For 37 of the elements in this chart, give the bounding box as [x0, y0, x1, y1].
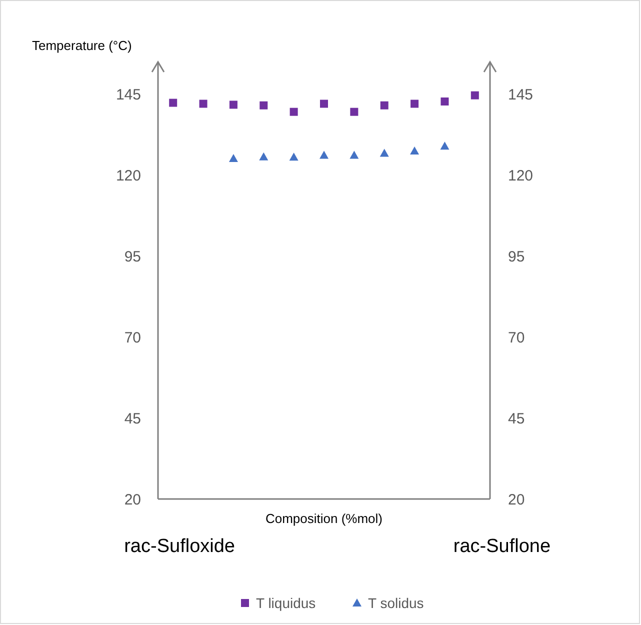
point [290, 108, 298, 116]
point [440, 142, 450, 150]
point [350, 108, 358, 116]
legend-label: T liquidus [256, 594, 316, 611]
point [169, 98, 178, 107]
y-axis-title: Temperature (°C) [32, 38, 132, 53]
y2-tick-label: 20 [508, 491, 525, 508]
y-tick-label: 70 [124, 329, 141, 346]
point [410, 100, 419, 108]
point [260, 101, 268, 110]
point [228, 154, 238, 162]
y2-tick-label: 45 [508, 410, 525, 428]
y-tick-label: 95 [124, 248, 141, 266]
point [229, 100, 238, 109]
point [380, 101, 388, 110]
y2-tick-label: 70 [508, 329, 525, 346]
point [320, 150, 328, 159]
x-axis-title: Composition (%mol) [265, 511, 383, 526]
y-tick-label: 20 [124, 491, 141, 508]
y2-tick-label: 95 [508, 248, 525, 266]
y2-tick-label: 120 [508, 168, 534, 185]
text: rac-Sufloxide [124, 536, 235, 557]
point [440, 97, 449, 106]
point [380, 148, 389, 157]
legend-label: T solidus [368, 594, 424, 611]
point [320, 100, 328, 108]
point [410, 146, 420, 155]
y2-tick-label: 145 [508, 86, 534, 104]
point [470, 91, 479, 100]
point [350, 150, 359, 159]
text: rac-Suflone [453, 536, 551, 557]
y-tick-label: 145 [116, 86, 141, 104]
y-tick-label: 120 [116, 168, 141, 185]
y-tick-label: 45 [124, 410, 141, 428]
point [289, 152, 298, 161]
point [199, 100, 208, 108]
point [259, 152, 268, 160]
